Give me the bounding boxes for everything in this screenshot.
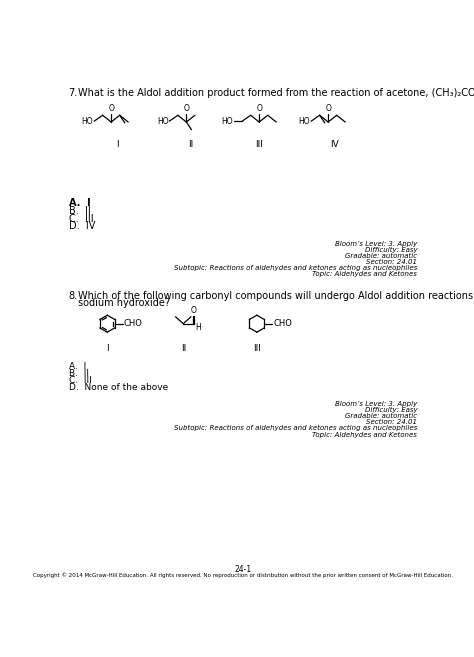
Text: What is the Aldol addition product formed from the reaction of acetone, (CH₃)₂CO: What is the Aldol addition product forme… [78, 88, 474, 98]
Text: Gradable: automatic: Gradable: automatic [345, 253, 417, 259]
Text: Section: 24.01: Section: 24.01 [366, 259, 417, 265]
Text: A.  I: A. I [69, 362, 86, 371]
Text: CHO: CHO [124, 319, 143, 328]
Text: Which of the following carbonyl compounds will undergo Aldol addition reactions : Which of the following carbonyl compound… [78, 290, 474, 301]
Text: O: O [183, 104, 189, 113]
Text: Difficulty: Easy: Difficulty: Easy [365, 407, 417, 413]
Text: I: I [116, 141, 118, 149]
Text: 24-1: 24-1 [234, 565, 252, 574]
Text: Topic: Aldehydes and Ketones: Topic: Aldehydes and Ketones [312, 432, 417, 438]
Text: CHO: CHO [273, 319, 292, 328]
Text: O: O [256, 104, 262, 113]
Text: O: O [108, 104, 114, 113]
Text: B.  II: B. II [69, 206, 91, 216]
Text: III: III [255, 141, 263, 149]
Text: C.  III: C. III [69, 214, 93, 223]
Text: D.  IV: D. IV [69, 221, 95, 231]
Text: D.  None of the above: D. None of the above [69, 383, 168, 392]
Text: O: O [190, 306, 196, 315]
Text: Topic: Aldehydes and Ketones: Topic: Aldehydes and Ketones [312, 271, 417, 277]
Text: Subtopic: Reactions of aldehydes and ketones acting as nucleophiles: Subtopic: Reactions of aldehydes and ket… [174, 265, 417, 271]
Text: II: II [181, 344, 186, 353]
Text: H: H [195, 323, 201, 332]
Text: II: II [188, 141, 193, 149]
Text: HO: HO [157, 117, 169, 125]
Text: C.  III: C. III [69, 376, 91, 385]
Text: Bloom’s Level: 3. Apply: Bloom’s Level: 3. Apply [335, 401, 417, 407]
Text: O: O [325, 104, 331, 113]
Text: I: I [106, 344, 109, 353]
Text: Copyright © 2014 McGraw-Hill Education. All rights reserved. No reproduction or : Copyright © 2014 McGraw-Hill Education. … [33, 572, 453, 578]
Text: HO: HO [221, 117, 233, 125]
Text: 7.: 7. [69, 88, 78, 98]
Text: A.  I: A. I [69, 198, 90, 208]
Text: Difficulty: Easy: Difficulty: Easy [365, 246, 417, 253]
Text: Section: 24.01: Section: 24.01 [366, 419, 417, 425]
Text: III: III [253, 344, 261, 353]
Text: sodium hydroxide?: sodium hydroxide? [78, 298, 170, 307]
Text: B.  II: B. II [69, 369, 89, 378]
Text: HO: HO [82, 117, 93, 125]
Text: IV: IV [330, 141, 339, 149]
Text: Subtopic: Reactions of aldehydes and ketones acting as nucleophiles: Subtopic: Reactions of aldehydes and ket… [174, 425, 417, 432]
Text: Gradable: automatic: Gradable: automatic [345, 413, 417, 419]
Text: HO: HO [299, 117, 310, 125]
Text: 8.: 8. [69, 290, 78, 301]
Text: Bloom’s Level: 3. Apply: Bloom’s Level: 3. Apply [335, 240, 417, 246]
